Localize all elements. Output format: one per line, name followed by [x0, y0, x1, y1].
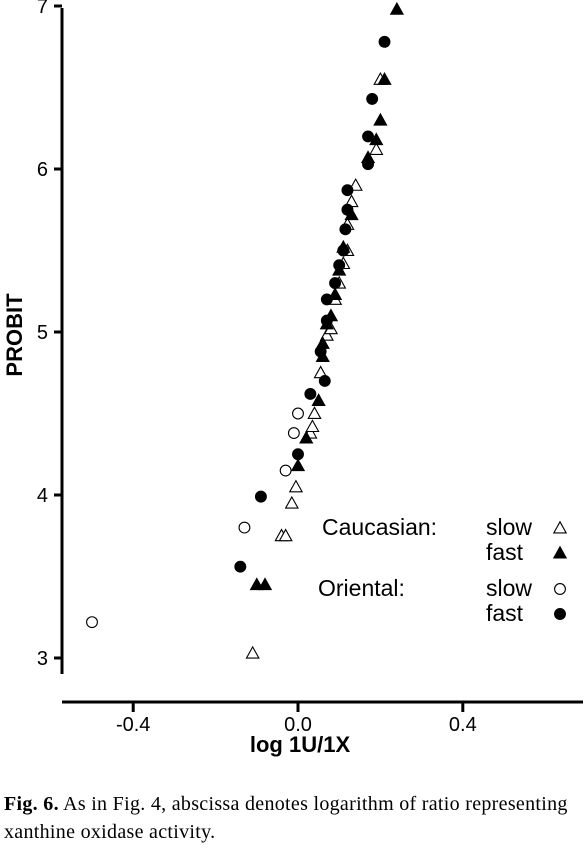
- y-axis-label: PROBIT: [2, 293, 27, 377]
- oriental-fast-point: [329, 277, 342, 290]
- y-tick-label: 7: [37, 0, 48, 18]
- caucasian-fast-point: [299, 430, 314, 444]
- legend-entry-label: slow: [486, 575, 532, 601]
- caucasian-slow-point: [245, 645, 260, 659]
- legend-marker-filled-circle: [554, 608, 566, 620]
- oriental-slow-point: [292, 407, 304, 420]
- caucasian-slow-point: [307, 406, 322, 420]
- y-tick-label: 3: [37, 648, 48, 670]
- data-points: [86, 1, 405, 659]
- caucasian-slow-point: [288, 479, 304, 493]
- oriental-fast-point: [320, 314, 333, 327]
- oriental-fast-point: [318, 374, 331, 387]
- legend-entry-label: fast: [486, 600, 524, 626]
- caucasian-fast-point: [389, 1, 405, 15]
- x-tick-label: 0.4: [449, 714, 477, 736]
- axes: 3 4 5 6 7 -0.4 0.0 0.4: [37, 0, 583, 736]
- oriental-slow-point: [238, 521, 251, 534]
- caucasian-fast-point: [290, 458, 306, 472]
- legend-group-label: Caucasian:: [322, 514, 437, 540]
- x-tick-label: 0.0: [284, 714, 312, 736]
- oriental-fast-point: [337, 244, 350, 257]
- caption-text: As in Fig. 4, abscissa denotes logarithm…: [4, 793, 568, 843]
- caucasian-fast-point: [311, 393, 326, 406]
- caption-label: Fig. 6.: [4, 793, 59, 815]
- y-tick-label: 4: [37, 485, 48, 507]
- oriental-fast-point: [378, 35, 391, 48]
- legend-marker-open-triangle: [552, 520, 568, 534]
- oriental-fast-point: [304, 387, 317, 400]
- y-tick-label: 6: [37, 159, 48, 181]
- x-axis-label: log 1U/1X: [250, 732, 351, 757]
- caucasian-fast-point: [377, 72, 392, 85]
- caucasian-fast-point: [257, 577, 273, 591]
- caucasian-slow-point: [305, 419, 320, 433]
- oriental-fast-point: [333, 259, 346, 272]
- oriental-fast-point: [366, 92, 379, 105]
- legend-marker-open-circle: [554, 583, 566, 595]
- legend-marker-filled-triangle: [552, 545, 568, 559]
- legend-entry-label: fast: [486, 539, 524, 565]
- oriental-fast-point: [234, 560, 247, 573]
- oriental-fast-point: [292, 448, 304, 461]
- caucasian-slow-point: [278, 528, 293, 542]
- x-tick-label: -0.4: [116, 714, 150, 736]
- oriental-fast-point: [254, 490, 267, 503]
- oriental-fast-point: [341, 203, 354, 216]
- y-tick-label: 5: [37, 322, 48, 344]
- oriental-fast-point: [341, 184, 354, 197]
- oriental-slow-point: [279, 464, 292, 477]
- oriental-fast-point: [362, 158, 374, 171]
- caucasian-fast-point: [373, 112, 388, 126]
- oriental-slow-point: [287, 427, 300, 440]
- caucasian-slow-point: [319, 327, 334, 341]
- scatter-plot: PROBIT log 1U/1X 3 4 5 6 7 -0.4 0.0 0.4 Caucasi…: [2, 0, 583, 757]
- oriental-fast-point: [320, 293, 333, 306]
- legend-group-label: Oriental:: [318, 575, 405, 601]
- oriental-slow-point: [86, 616, 98, 629]
- oriental-fast-point: [314, 345, 327, 358]
- oriental-fast-point: [362, 130, 374, 143]
- figure-caption: Fig. 6. As in Fig. 4, abscissa denotes l…: [4, 790, 586, 846]
- oriental-fast-point: [339, 223, 352, 236]
- legend-entry-label: slow: [486, 514, 532, 540]
- caucasian-slow-point: [284, 495, 299, 509]
- caucasian-slow-point: [369, 142, 384, 155]
